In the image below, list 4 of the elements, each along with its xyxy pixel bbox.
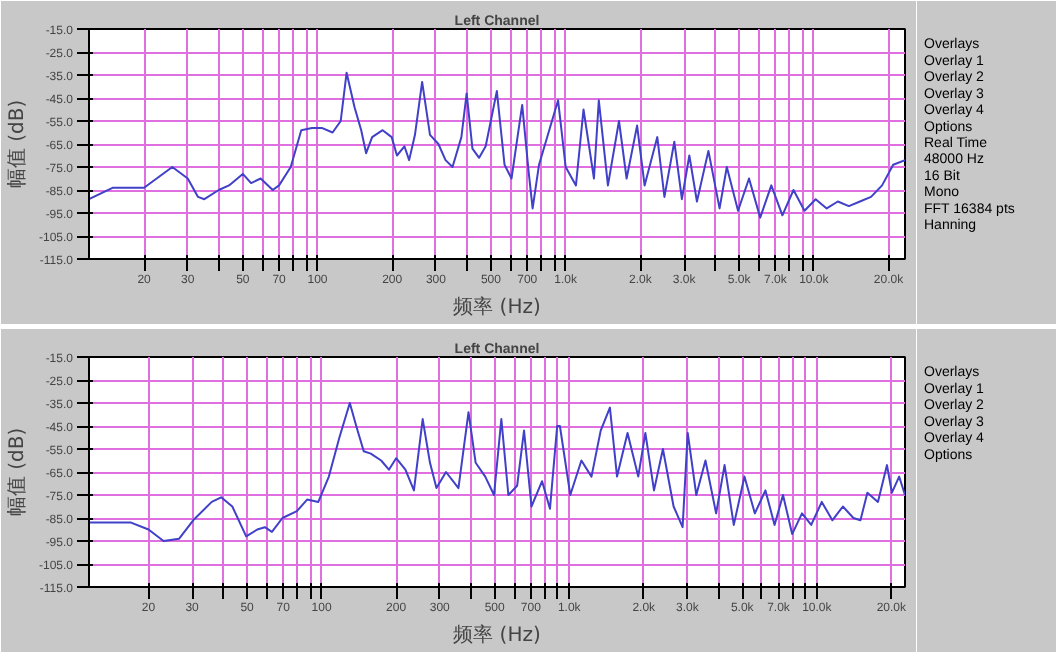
- y-axis-title: 幅值 (dB): [4, 99, 29, 189]
- x-axis-title: 频率 (Hz): [453, 295, 541, 319]
- x-axis-title: 频率 (Hz): [453, 623, 541, 647]
- y-axis-title: 幅值 (dB): [4, 427, 29, 517]
